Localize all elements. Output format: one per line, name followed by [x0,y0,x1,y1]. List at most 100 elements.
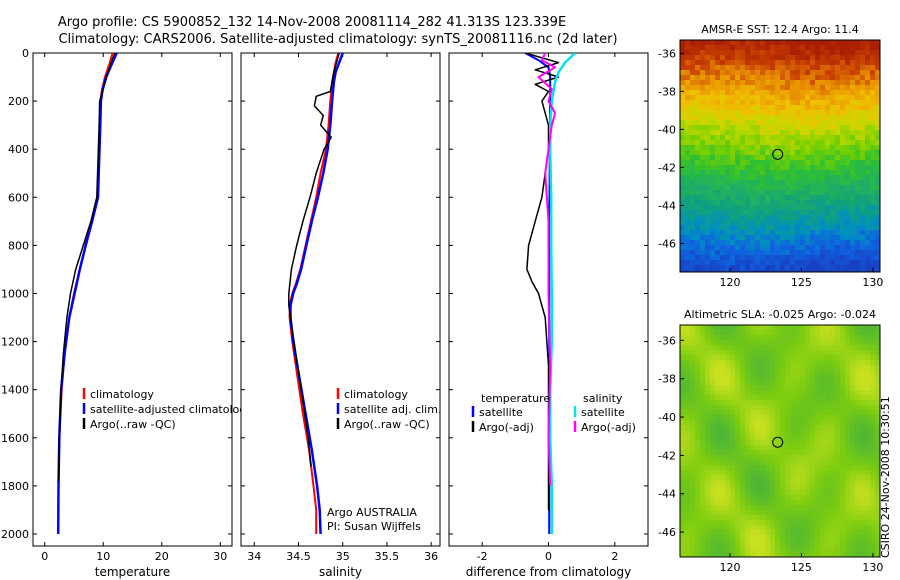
map-cell [835,445,841,451]
map-cell [855,185,861,191]
map-cell [710,50,716,56]
map-cell [870,115,876,121]
map-cell [715,350,721,356]
map-cell [850,335,856,341]
map-cell [720,515,726,521]
map-cell [790,400,796,406]
map-cell [845,540,851,546]
map-cell [690,215,696,221]
map-cell [870,205,876,211]
map-cell [765,265,771,271]
map-cell [765,165,771,171]
map-cell [775,550,781,556]
map-cell [705,445,711,451]
legend-label: satellite adj. clim. [344,403,441,416]
map-cell [695,150,701,156]
map-cell [740,265,746,271]
map-cell [745,45,751,51]
map-cell [795,485,801,491]
map-cell [840,380,846,386]
map-cell [780,180,786,186]
map-cell [835,350,841,356]
map-cell [790,145,796,151]
map-cell [785,40,791,46]
map-cell [805,255,811,261]
map-cell [685,515,691,521]
map-cell [730,100,736,106]
map-cell [805,435,811,441]
map-cell [800,350,806,356]
map-cell [845,160,851,166]
map-cell [745,245,751,251]
map-cell [780,95,786,101]
map-cell [780,450,786,456]
map-cell [790,235,796,241]
map-cell [725,110,731,116]
map-cell [765,545,771,551]
map-cell [750,120,756,126]
map-cell [690,265,696,271]
map-cell [735,550,741,556]
map-cell [815,440,821,446]
map-cell [835,550,841,556]
map-cell [875,405,881,411]
map-cell [775,415,781,421]
map-cell [795,420,801,426]
map-cell [820,350,826,356]
map-cell [845,440,851,446]
map-cell [830,470,836,476]
map-cell [745,370,751,376]
map-cell [750,385,756,391]
map-cell [760,375,766,381]
map-cell [695,245,701,251]
map-cell [830,495,836,501]
map-cell [845,390,851,396]
map-cell [805,170,811,176]
map-cell [800,490,806,496]
map-cell [780,390,786,396]
map-cell [750,370,756,376]
map-cell [795,555,801,558]
map-cell [835,100,841,106]
map-cell [865,270,871,273]
map-cell [815,245,821,251]
map-cell [715,210,721,216]
map-cell [715,500,721,506]
map-cell [775,400,781,406]
map-cell [830,510,836,516]
map-cell [760,540,766,546]
map-cell [730,415,736,421]
map-cell [690,375,696,381]
map-cell [805,185,811,191]
map-cell [705,335,711,341]
map-cell [775,465,781,471]
map-cell [855,355,861,361]
map-cell [820,215,826,221]
map-cell [765,460,771,466]
map-cell [710,40,716,46]
map-cell [795,495,801,501]
map-cell [765,75,771,81]
map-cell [805,425,811,431]
map-cell [855,415,861,421]
map-cell [775,260,781,266]
map-cell [750,335,756,341]
map-cell [700,195,706,201]
map-cell [800,105,806,111]
map-cell [825,360,831,366]
map-cell [715,235,721,241]
map-cell [705,170,711,176]
map-cell [700,425,706,431]
map-cell [875,95,881,101]
map-cell [825,330,831,336]
map-cell [695,555,701,558]
map-cell [695,510,701,516]
map-cell [840,105,846,111]
map-cell [685,455,691,461]
map-cell [705,550,711,556]
map-cell [840,495,846,501]
map-cell [705,515,711,521]
map-cell [690,115,696,121]
map-cell [740,190,746,196]
map-cell [700,265,706,271]
